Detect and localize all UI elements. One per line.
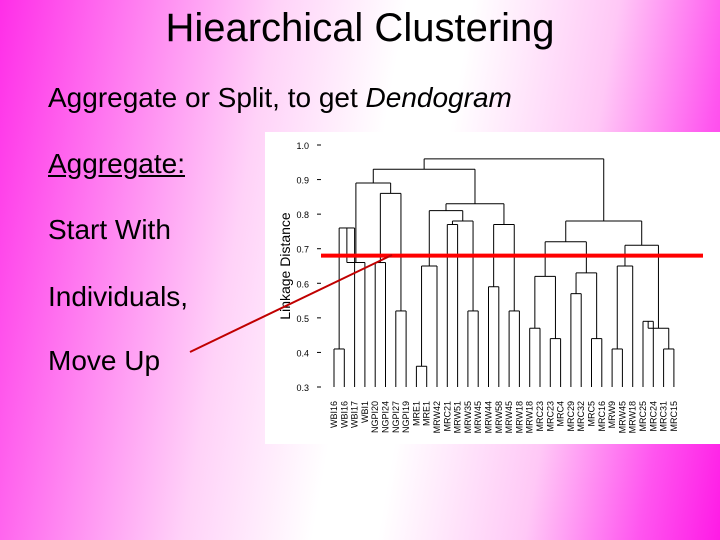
- leaf-label: WBI16: [339, 401, 349, 428]
- y-tick-label: 0.9: [296, 176, 309, 186]
- leaf-label: MRC4: [556, 401, 566, 427]
- leaf-label: NGPI19: [401, 401, 411, 433]
- plot-panel: [265, 132, 720, 444]
- leaf-label: MRE1: [422, 401, 432, 426]
- dendrogram-figure: 0.3 0.4 0.5 0.6 0.7 0.8 0.9 1.0 Linkage Distance…: [265, 132, 720, 444]
- y-tick-label: 0.5: [296, 314, 309, 324]
- slide-title: Hiearchical Clustering: [165, 6, 555, 50]
- leaf-label: MRW42: [432, 401, 442, 433]
- y-tick-label: 0.7: [296, 245, 309, 255]
- leaf-label: MRW44: [484, 401, 494, 433]
- leaf-label: MRC31: [659, 401, 669, 432]
- leaf-label: MRW58: [494, 401, 504, 433]
- leaf-label: NGPI27: [391, 401, 401, 433]
- bullet-individuals: Individuals,: [48, 281, 189, 312]
- leaf-label: MRW35: [463, 401, 473, 433]
- leaf-label: MRW9: [607, 401, 617, 428]
- dendrogram-chart: 0.3 0.4 0.5 0.6 0.7 0.8 0.9 1.0 Linkage Distance…: [265, 132, 720, 444]
- leaf-label: MRC29: [566, 401, 576, 432]
- leaf-label: MRC21: [442, 401, 452, 432]
- leaf-label: MRC25: [638, 401, 648, 432]
- y-tick-label: 0.4: [296, 348, 309, 358]
- subtitle-emphasis: Dendogram: [365, 82, 512, 113]
- leaf-label: MRC23: [545, 401, 555, 432]
- bullet-move-up: Move Up: [48, 345, 161, 376]
- slide-subtitle: Aggregate or Split, to get Dendogram: [48, 82, 512, 114]
- leaf-label: MRE1: [411, 401, 421, 426]
- leaf-label: MRW45: [617, 401, 627, 433]
- leaf-label: WBI17: [350, 401, 360, 428]
- y-axis-label: Linkage Distance: [277, 212, 293, 320]
- leaf-label: MRW51: [453, 401, 463, 433]
- leaf-label: MRW18: [628, 401, 638, 433]
- subtitle-text: Aggregate or Split, to get: [48, 82, 366, 113]
- leaf-label: MRC16: [597, 401, 607, 432]
- leaf-label: MRW18: [525, 401, 535, 433]
- leaf-label: MRC23: [535, 401, 545, 432]
- leaf-label: WBI1: [360, 401, 370, 423]
- leaf-label: MRC5: [587, 401, 597, 427]
- leaf-label: WBI16: [329, 401, 339, 428]
- bullet-aggregate: Aggregate:: [48, 148, 185, 179]
- leaf-label: MRW18: [514, 401, 524, 433]
- y-tick-label: 0.8: [296, 210, 309, 220]
- bullet-start-with: Start With: [48, 214, 171, 245]
- y-tick-label: 1.0: [296, 141, 309, 151]
- leaf-label: NGPI20: [370, 401, 380, 433]
- leaf-label: MRW45: [504, 401, 514, 433]
- y-tick-label: 0.6: [296, 279, 309, 289]
- leaf-label: NGPI24: [381, 401, 391, 433]
- leaf-label: MRC15: [669, 401, 679, 432]
- leaf-label: MRC24: [648, 401, 658, 432]
- y-tick-label: 0.3: [296, 383, 309, 393]
- leaf-label: MRC32: [576, 401, 586, 432]
- leaf-label: MRW45: [473, 401, 483, 433]
